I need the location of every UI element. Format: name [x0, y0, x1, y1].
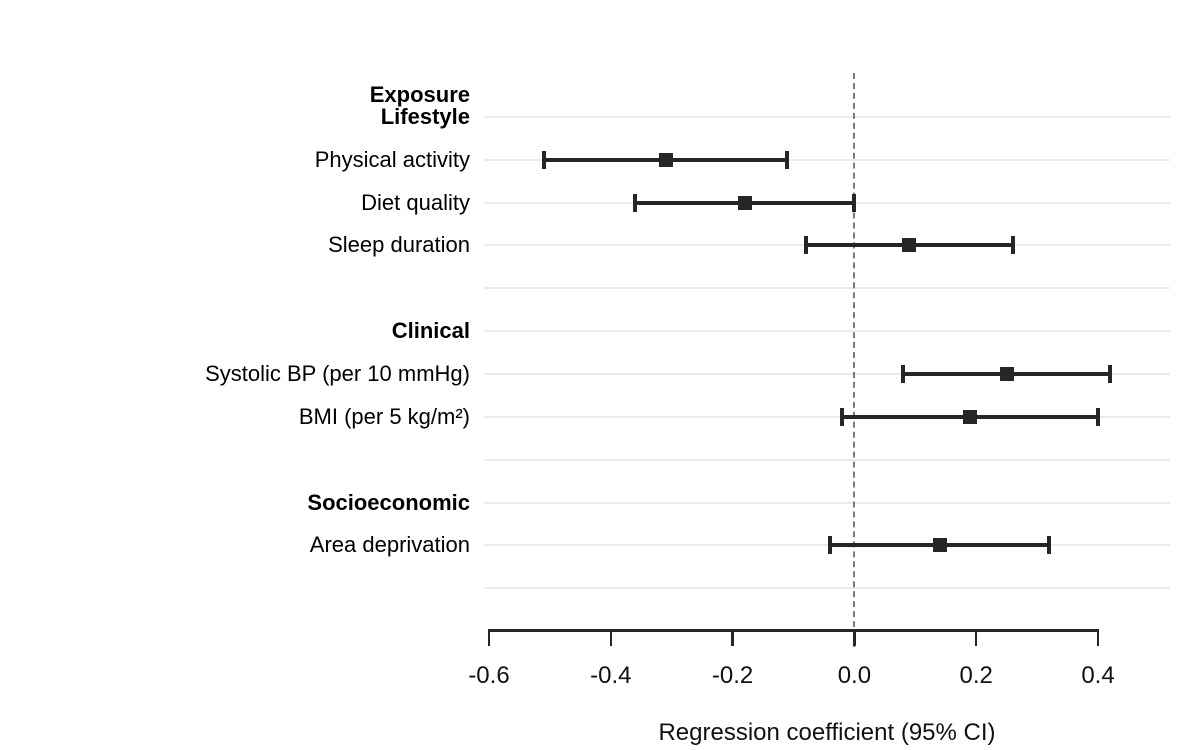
x-axis-line	[487, 629, 1100, 632]
ci-lower-cap	[840, 407, 845, 426]
group-label-socioeconomic: Socioeconomic	[307, 489, 470, 515]
x-axis-tick	[974, 630, 978, 646]
row-gridline	[484, 458, 1170, 461]
x-axis-tick	[1096, 630, 1100, 646]
x-axis-tick-label: 0.4	[1081, 662, 1115, 689]
row-gridline	[484, 115, 1170, 118]
row-gridline	[484, 415, 1170, 418]
ci-upper-cap	[1096, 407, 1100, 426]
item-label-physical-activity: Physical activity	[314, 146, 470, 172]
point-estimate-marker	[999, 367, 1014, 381]
x-axis-tick-label: 0.2	[959, 662, 993, 689]
row-gridline	[484, 587, 1170, 590]
group-label-lifestyle: Lifestyle	[380, 103, 470, 129]
x-axis-tick	[487, 630, 491, 646]
item-label-sleep-duration: Sleep duration	[328, 232, 470, 258]
ci-upper-cap	[1047, 536, 1052, 555]
item-label-bmi-per-5-kg-m-: BMI (per 5 kg/m²)	[298, 403, 470, 429]
item-label-area-deprivation: Area deprivation	[309, 532, 470, 558]
group-label-clinical: Clinical	[391, 318, 470, 344]
x-axis-tick-label: -0.4	[590, 662, 632, 689]
ci-upper-cap	[852, 193, 857, 212]
point-estimate-marker	[658, 152, 673, 167]
row-gridline	[484, 501, 1170, 504]
row-gridline	[484, 373, 1170, 375]
ci-upper-cap	[1010, 236, 1015, 255]
exposure-column-header: Exposure	[369, 82, 470, 108]
x-axis-tick	[609, 630, 613, 646]
ci-lower-cap	[901, 365, 906, 383]
row-gridline	[484, 544, 1170, 547]
point-estimate-marker	[932, 538, 947, 553]
ci-lower-cap	[633, 193, 638, 212]
ci-lower-cap	[828, 536, 833, 555]
item-label-diet-quality: Diet quality	[361, 189, 470, 215]
point-estimate-marker	[737, 195, 752, 210]
zero-reference-line	[853, 73, 856, 647]
ci-lower-cap	[803, 236, 808, 255]
x-axis-tick-label: -0.2	[711, 662, 754, 689]
item-label-systolic-bp-per-10-mmhg-: Systolic BP (per 10 mmHg)	[205, 361, 470, 386]
point-estimate-marker	[963, 409, 978, 424]
ci-upper-cap	[1108, 365, 1113, 383]
ci-upper-cap	[785, 150, 790, 169]
point-estimate-marker	[902, 238, 917, 253]
row-gridline	[484, 330, 1170, 333]
x-axis-title: Regression coefficient (95% CI)	[658, 719, 996, 746]
x-axis-tick-label: 0.0	[837, 662, 872, 689]
x-axis-tick	[853, 630, 856, 646]
x-axis-tick-label: -0.6	[468, 662, 510, 689]
row-gridline	[484, 158, 1170, 161]
x-axis-tick	[731, 630, 734, 646]
ci-lower-cap	[541, 150, 546, 169]
row-gridline	[484, 287, 1170, 290]
